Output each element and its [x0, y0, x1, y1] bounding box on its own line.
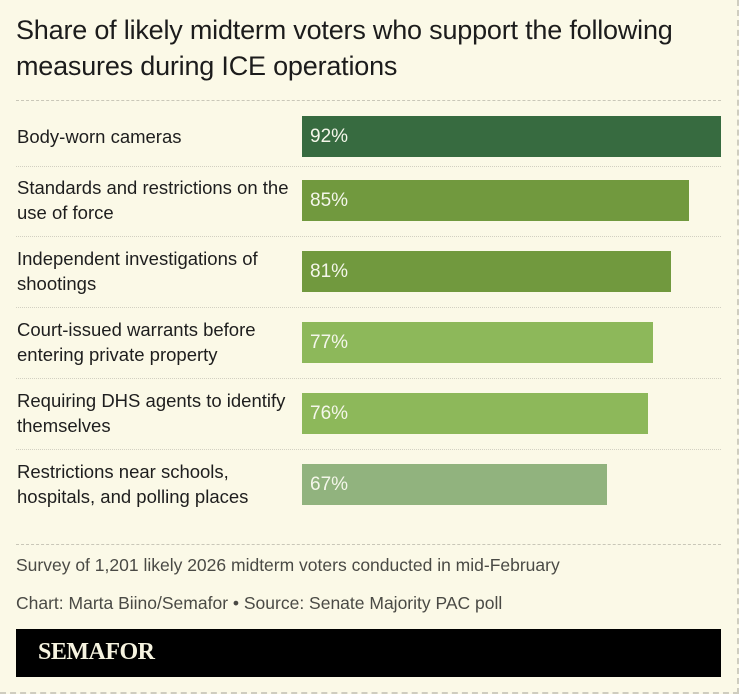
category-label: Restrictions near schools, hospitals, an… — [17, 461, 249, 507]
data-label: 77% — [310, 332, 349, 353]
row-separator — [16, 449, 721, 450]
bar: 85% — [302, 180, 690, 221]
chart-title: Share of likely midterm voters who suppo… — [16, 15, 673, 81]
data-label: 81% — [310, 261, 349, 282]
source-note: Chart: Marta Biino/Semafor • Source: Sen… — [16, 593, 503, 613]
footer-bar: SEMAFOR — [16, 629, 721, 677]
data-label: 67% — [310, 474, 349, 495]
category-label: Court-issued warrants before entering pr… — [17, 319, 256, 365]
data-label: 85% — [310, 190, 349, 211]
row-separator — [16, 236, 721, 237]
category-label: Body-worn cameras — [17, 125, 182, 147]
category-label: Independent investigations of shootings — [17, 248, 258, 294]
bar: 67% — [302, 464, 608, 505]
bar: 81% — [302, 251, 671, 292]
category-label: Requiring DHS agents to identify themsel… — [17, 390, 286, 436]
top-divider — [16, 100, 721, 101]
semafor-logo: SEMAFOR — [38, 639, 155, 665]
row-separator — [16, 378, 721, 379]
category-label: Standards and restrictions on the use of… — [17, 177, 289, 223]
survey-note: Survey of 1,201 likely 2026 midterm vote… — [16, 555, 560, 575]
bar: 92% — [302, 116, 721, 157]
data-label: 92% — [310, 126, 349, 147]
bar: 77% — [302, 322, 653, 363]
bottom-divider — [16, 544, 721, 545]
bar: 76% — [302, 393, 649, 434]
row-separator — [16, 166, 721, 167]
data-label: 76% — [310, 403, 349, 424]
row-separator — [16, 307, 721, 308]
